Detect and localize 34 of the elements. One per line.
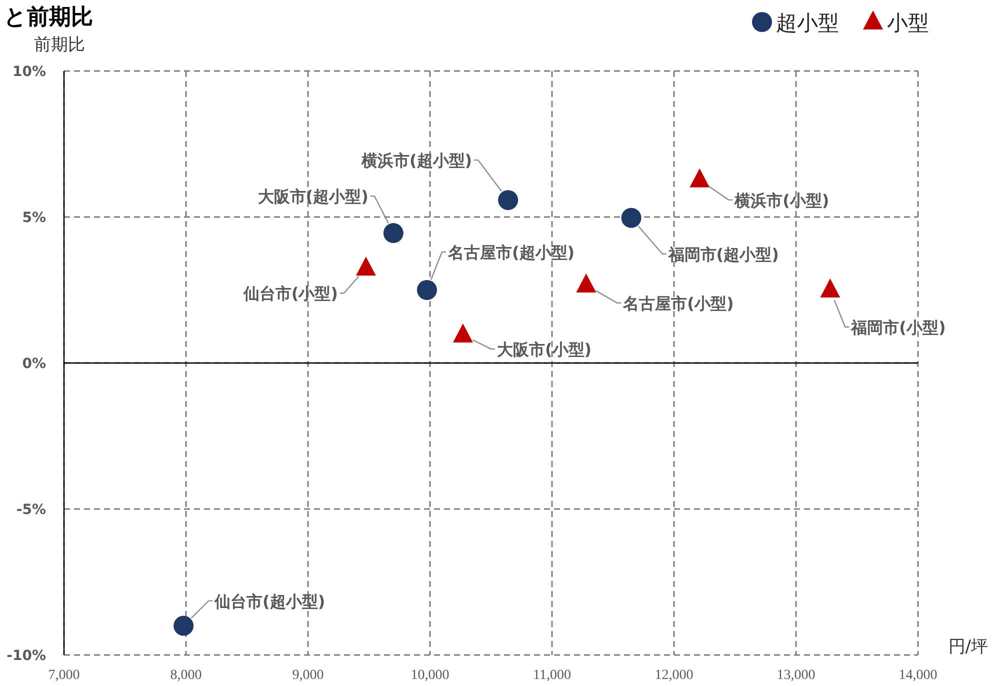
y-tick-label: 0%: [22, 356, 46, 372]
legend-label: 小型: [887, 11, 929, 35]
x-axis-title: 円/坪: [948, 637, 988, 657]
x-tick-label: 13,000: [776, 668, 816, 683]
annotation: 福岡市(小型): [850, 318, 946, 337]
point: [576, 274, 596, 293]
annotation: 大阪市(小型): [496, 340, 592, 359]
point: [452, 323, 473, 342]
annotation: 大阪市(超小型): [258, 187, 368, 206]
point: [174, 616, 194, 636]
chart-title: と前期比: [4, 5, 93, 30]
annotation: 横浜市(小型): [734, 190, 830, 210]
x-tick-label: 8,000: [170, 668, 202, 683]
x-tick-label: 7,000: [48, 668, 80, 683]
annotation: 名古屋市(小型): [622, 294, 734, 314]
annotation: 福岡市(超小型): [667, 244, 779, 264]
annotation: 仙台市(小型): [242, 284, 338, 304]
point: [690, 168, 710, 188]
y-tick-label: 10%: [12, 64, 46, 80]
y-tick-label: -10%: [6, 648, 46, 664]
x-tick-label: 14,000: [898, 668, 938, 683]
annotation: 名古屋市(超小型): [446, 243, 575, 262]
x-tick-label: 11,000: [533, 668, 571, 683]
point: [820, 278, 840, 298]
x-tick-label: 10,000: [410, 668, 450, 683]
x-tick-label: 9,000: [292, 668, 324, 683]
y-axis-title: 前期比: [34, 35, 85, 55]
y-tick-label: 5%: [22, 210, 46, 226]
point: [356, 256, 376, 276]
x-tick-label: 12,000: [654, 668, 694, 683]
y-tick-label: -5%: [16, 502, 46, 518]
legend-label: 超小型: [776, 11, 839, 35]
annotation: 横浜市(超小型): [360, 151, 472, 170]
annotation: 仙台市(超小型): [214, 592, 326, 611]
